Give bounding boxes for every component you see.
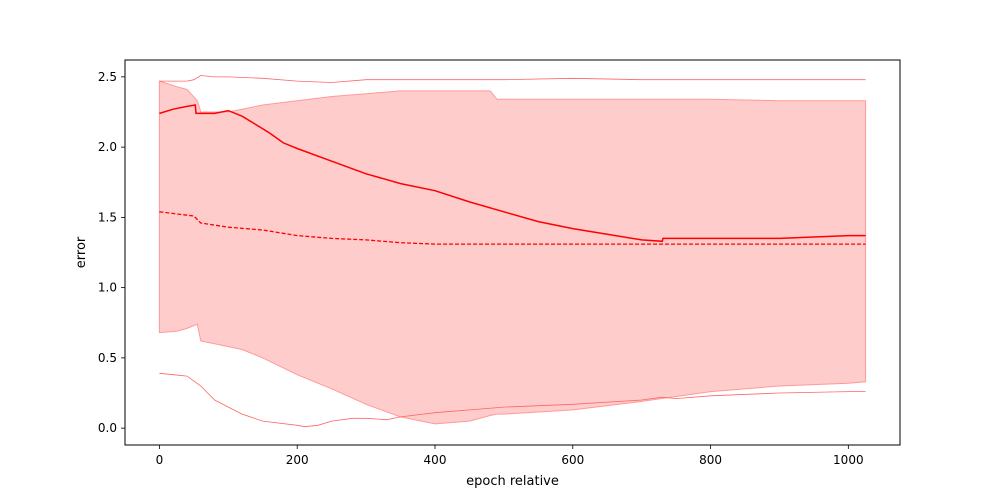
x-tick-label: 400 (424, 453, 447, 467)
outer-upper-line (159, 75, 866, 83)
outer-lower-line (159, 372, 866, 428)
x-tick-label: 200 (286, 453, 309, 467)
y-tick-label: 1.5 (98, 210, 117, 224)
plot-frame (124, 59, 901, 446)
y-tick-label: 2.5 (98, 70, 117, 84)
y-tick-label: 0.5 (98, 351, 117, 365)
x-tick-label: 800 (699, 453, 722, 467)
axes: 0 200 400 600 800 1000 0.0 0.5 1.0 1.5 2.0 2.5 (98, 70, 864, 467)
x-tick-label: 1000 (833, 453, 864, 467)
x-tick-label: 600 (561, 453, 584, 467)
solid-series-line (159, 104, 866, 243)
y-tick-label: 0.0 (98, 421, 117, 435)
plot-area (158, 75, 867, 428)
y-tick-label: 1.0 (98, 281, 117, 295)
x-axis-label: epoch relative (466, 474, 559, 489)
dashed-series-line (159, 211, 866, 245)
y-axis-label: error (74, 236, 89, 268)
x-tick-label: 0 (156, 453, 164, 467)
confidence-band (158, 80, 867, 425)
y-tick-label: 2.0 (98, 140, 117, 154)
